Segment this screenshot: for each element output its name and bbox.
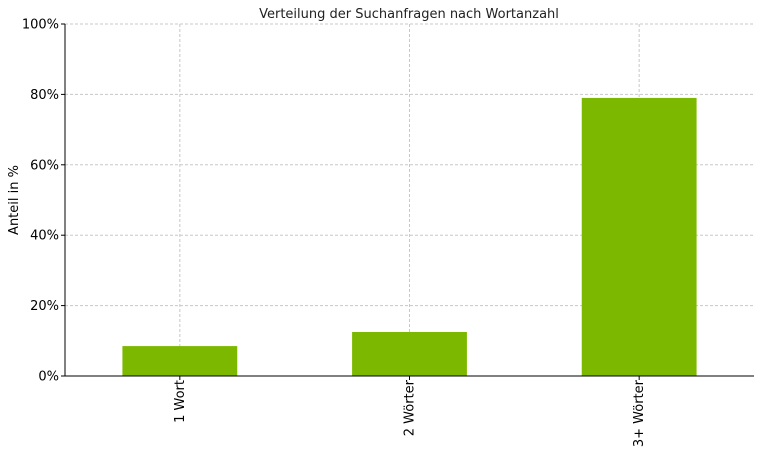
- y-tick-label: 40%: [30, 229, 59, 244]
- y-tick-label: 0%: [38, 370, 59, 385]
- y-tick-label: 80%: [30, 88, 59, 103]
- y-tick-label: 60%: [30, 158, 59, 173]
- y-tick-label: 100%: [22, 18, 59, 33]
- bar: [352, 332, 467, 376]
- x-tick-label: 1 Wort: [173, 380, 188, 423]
- x-ticks: 1 Wort 2 Wörter 3+ Wörter: [173, 376, 647, 447]
- y-ticks: 0% 20% 40% 60% 80% 100%: [22, 18, 65, 385]
- bars: [122, 97, 697, 377]
- x-tick-label: 2 Wörter: [403, 379, 418, 436]
- y-axis-label: Anteil in %: [7, 165, 22, 235]
- x-tick-label: 3+ Wörter: [632, 379, 647, 447]
- chart-title: Verteilung der Suchanfragen nach Wortanz…: [259, 7, 559, 22]
- bar: [581, 97, 697, 377]
- bar: [122, 346, 238, 376]
- y-tick-label: 20%: [30, 299, 59, 314]
